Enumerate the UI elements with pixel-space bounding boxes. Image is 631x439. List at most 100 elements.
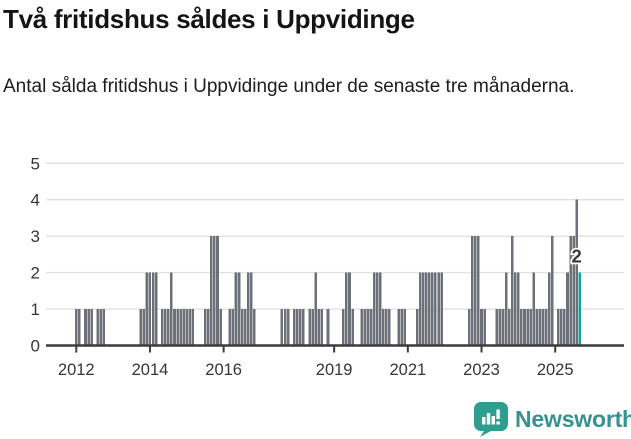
bar xyxy=(283,309,287,346)
y-tick-label: 5 xyxy=(31,154,40,173)
bar xyxy=(514,272,517,346)
bar xyxy=(173,309,176,346)
newsworthy-logo-text: Newsworthy xyxy=(515,406,631,432)
x-tick-label: 2025 xyxy=(537,361,574,379)
bar xyxy=(351,309,354,346)
bar xyxy=(286,309,290,346)
bar xyxy=(369,309,373,346)
bar xyxy=(170,272,173,346)
latest-value-label: 2 xyxy=(571,246,581,267)
bar xyxy=(84,309,87,346)
bar xyxy=(326,309,330,346)
bar xyxy=(563,309,566,346)
bar xyxy=(240,309,244,346)
bar xyxy=(179,309,182,346)
bar xyxy=(388,309,391,346)
bar xyxy=(216,236,219,346)
bar xyxy=(566,272,569,346)
bar xyxy=(237,272,241,346)
bar xyxy=(213,236,216,346)
bar xyxy=(317,309,321,346)
bar xyxy=(467,309,471,346)
bar xyxy=(385,309,388,346)
y-tick-label: 4 xyxy=(31,191,40,210)
bar xyxy=(234,272,238,346)
bar xyxy=(345,272,348,346)
bar xyxy=(480,309,483,346)
y-tick-label: 2 xyxy=(31,264,40,283)
bar xyxy=(363,309,367,346)
bar xyxy=(243,309,247,346)
bar xyxy=(151,272,155,346)
bar xyxy=(185,309,189,346)
y-axis-labels: 0 1 2 3 4 5 xyxy=(31,154,40,355)
bar xyxy=(520,309,523,346)
x-tick-label: 2016 xyxy=(205,361,242,379)
bar xyxy=(348,272,351,346)
bar xyxy=(311,309,314,346)
bar xyxy=(529,309,532,346)
bar xyxy=(517,272,520,346)
bars xyxy=(75,199,582,346)
bar xyxy=(498,309,502,346)
bar xyxy=(96,309,100,346)
bar xyxy=(139,309,143,346)
bar xyxy=(575,199,578,346)
bar xyxy=(78,309,81,346)
bar xyxy=(375,272,379,346)
bar xyxy=(532,272,535,346)
bar xyxy=(510,236,514,346)
bar xyxy=(314,272,318,346)
bar xyxy=(501,309,505,346)
bar xyxy=(99,309,103,346)
bar xyxy=(544,309,548,346)
bar xyxy=(360,309,364,346)
bar xyxy=(378,272,382,346)
bar xyxy=(253,309,256,346)
y-gridlines xyxy=(46,162,624,310)
bar xyxy=(210,236,213,346)
bar xyxy=(292,309,296,346)
bar xyxy=(90,309,93,346)
bar xyxy=(440,272,443,346)
bar xyxy=(556,309,560,346)
bar xyxy=(550,236,554,346)
bar xyxy=(366,309,370,346)
bar xyxy=(231,309,235,346)
bar xyxy=(397,309,400,346)
bar xyxy=(342,309,345,346)
bar xyxy=(207,309,210,346)
bar xyxy=(400,309,403,346)
bar xyxy=(203,309,207,346)
bar xyxy=(228,309,232,346)
bar xyxy=(145,272,149,346)
bar xyxy=(280,309,284,346)
bar xyxy=(434,272,437,346)
bar xyxy=(102,309,106,346)
x-tick-label: 2014 xyxy=(132,361,169,379)
bar xyxy=(182,309,185,346)
bar xyxy=(246,272,250,346)
bar xyxy=(428,272,431,346)
bar xyxy=(421,272,425,346)
bar xyxy=(572,236,575,346)
bar xyxy=(403,309,407,346)
bar xyxy=(504,272,508,346)
bar xyxy=(142,309,146,346)
y-tick-label: 1 xyxy=(31,300,40,319)
bar xyxy=(418,272,422,346)
bar xyxy=(437,272,440,346)
newsworthy-logo[interactable]: Newsworthy xyxy=(474,402,631,437)
y-tick-label: 0 xyxy=(31,337,40,356)
bar xyxy=(523,309,526,346)
bar xyxy=(160,309,164,346)
bar xyxy=(560,309,563,346)
chart-subtitle: Antal sålda fritidshus i Uppvidinge unde… xyxy=(3,76,575,97)
bar xyxy=(299,309,302,346)
y-tick-label: 3 xyxy=(31,227,40,246)
bar xyxy=(320,309,324,346)
bar xyxy=(569,236,572,346)
x-axis-ticks xyxy=(75,345,557,353)
bar xyxy=(431,272,434,346)
